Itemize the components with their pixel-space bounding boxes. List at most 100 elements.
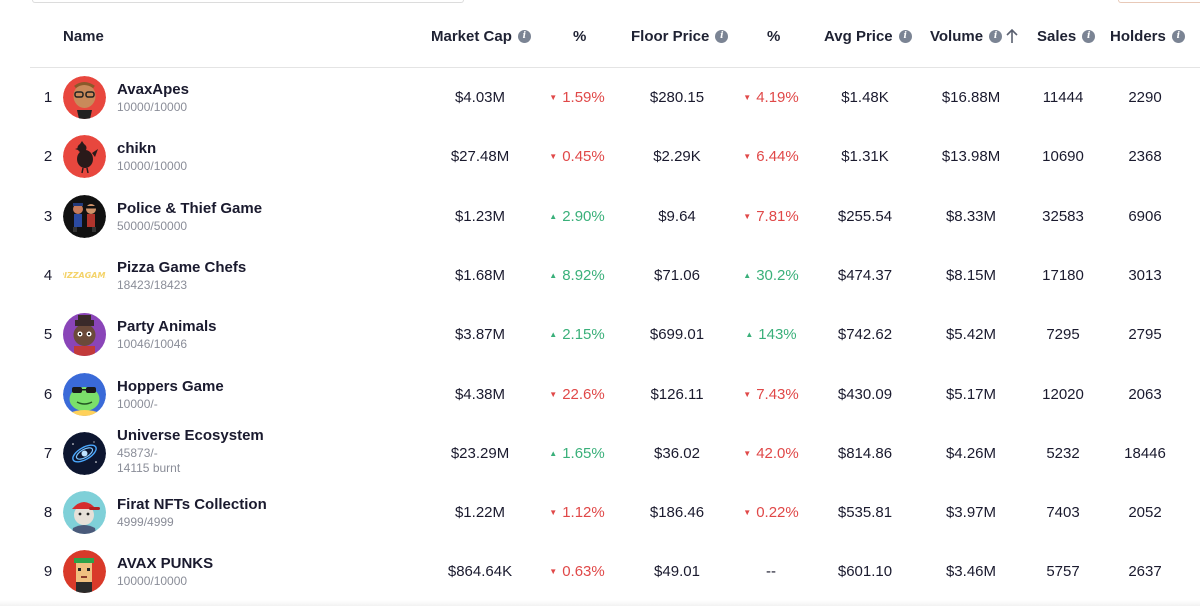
- info-icon[interactable]: i: [989, 29, 1003, 43]
- volume-value: $5.17M: [945, 386, 997, 403]
- volume-value: $16.88M: [941, 89, 1001, 106]
- column-header-market-cap[interactable]: Market Cap i: [431, 26, 531, 46]
- down-triangle-icon: ▼: [743, 508, 752, 517]
- market-cap-change-value: 2.90%: [562, 208, 605, 225]
- pizza-game-logo-icon: PIZZAGAME: [63, 254, 106, 297]
- table-row[interactable]: 6 Hoppers Game 10000/- $4.38M ▼ 22.6% $126.11 ▼…: [30, 365, 1200, 424]
- info-icon[interactable]: i: [898, 29, 912, 43]
- floor-price-change-value: 143%: [758, 326, 797, 343]
- table-row[interactable]: 7 Universe Ecosystem 45873/- 14115 burnt $23…: [30, 424, 1200, 483]
- market-cap-change-value: 1.65%: [562, 445, 605, 462]
- market-cap-value: $27.48M: [450, 148, 510, 165]
- floor-price-value: $9.64: [658, 208, 696, 225]
- info-icon[interactable]: i: [517, 29, 531, 43]
- collection-name-link[interactable]: chikn: [117, 140, 157, 157]
- collection-supply: 45873/-: [117, 446, 158, 460]
- search-box-edge[interactable]: [32, 0, 464, 3]
- avg-price-value: $814.86: [837, 445, 893, 462]
- volume-value: $8.15M: [945, 267, 997, 284]
- table-row[interactable]: 2 chikn 10000/10000 $27.48M ▼ 0.45% $2.29K ▼ 6.4…: [30, 127, 1200, 186]
- holders-value: 2637: [1128, 563, 1162, 580]
- collection-name-link[interactable]: Hoppers Game: [117, 378, 224, 395]
- sales-value: 17180: [1042, 267, 1084, 284]
- market-cap-change: ▼ 0.45%: [542, 148, 612, 165]
- table-row[interactable]: 8 Firat NFTs Collection 4999/4999 $1.22M ▼ 1.…: [30, 483, 1200, 542]
- up-triangle-icon: ▲: [549, 271, 558, 280]
- volume-value: $3.46M: [945, 563, 997, 580]
- market-cap-change-value: 22.6%: [562, 386, 605, 403]
- sales-value: 12020: [1042, 386, 1084, 403]
- floor-price-change-value: 42.0%: [756, 445, 799, 462]
- collection-name-link[interactable]: AVAX PUNKS: [117, 555, 214, 572]
- down-triangle-icon: ▼: [743, 390, 752, 399]
- floor-price-value: $71.06: [654, 267, 700, 284]
- floor-price-value: $699.01: [649, 326, 705, 343]
- collection-name-link[interactable]: Universe Ecosystem: [117, 427, 264, 444]
- collection-name-link[interactable]: Firat NFTs Collection: [117, 496, 267, 513]
- collection-name-link[interactable]: Police & Thief Game: [117, 200, 263, 217]
- animal-character-icon: [63, 313, 106, 356]
- floor-price-value: $126.11: [650, 386, 704, 403]
- floor-price-change-value: 6.44%: [756, 148, 799, 165]
- column-header-floor-change[interactable]: %: [767, 27, 781, 45]
- up-triangle-icon: ▲: [549, 212, 558, 221]
- avg-price-value: $430.09: [837, 386, 893, 403]
- avg-price-value: $535.81: [837, 504, 893, 521]
- avg-price-value: $1.31K: [841, 148, 889, 165]
- sort-arrow-up-icon[interactable]: [1004, 28, 1020, 44]
- column-header-sales[interactable]: Sales i: [1037, 26, 1096, 46]
- collection-supply: 4999/4999: [117, 515, 174, 529]
- rank-number: 1: [43, 89, 53, 106]
- info-icon[interactable]: i: [1171, 29, 1185, 43]
- collection-supply: 10000/10000: [117, 100, 188, 114]
- up-triangle-icon: ▲: [745, 330, 754, 339]
- logo-text: GAME: [84, 271, 106, 280]
- floor-price-change: ▲ 143%: [736, 326, 806, 343]
- collection-name-link[interactable]: Pizza Game Chefs: [117, 259, 247, 276]
- market-cap-value: $864.64K: [447, 563, 513, 580]
- rank-number: 3: [43, 208, 53, 225]
- avg-price-value: $1.48K: [841, 89, 889, 106]
- rank-number: 5: [43, 326, 53, 343]
- rank-number: 8: [43, 504, 53, 521]
- logo-text: PIZZA: [63, 271, 85, 280]
- market-cap-value: $1.23M: [454, 208, 506, 225]
- sales-value: 7403: [1046, 504, 1080, 521]
- table-row[interactable]: 9 AVAX PUNKS 10000/10000 $864.64K ▼ 0.63% $49.…: [30, 542, 1200, 601]
- collection-burnt: 14115 burnt: [117, 461, 181, 475]
- column-header-floor-price[interactable]: Floor Price i: [631, 26, 729, 46]
- floor-price-change-value: 0.22%: [756, 504, 799, 521]
- column-header-volume[interactable]: Volume i: [930, 26, 1020, 46]
- market-cap-change: ▼ 1.12%: [542, 504, 612, 521]
- column-header-avg-price[interactable]: Avg Price i: [824, 26, 912, 46]
- table-header: Name Market Cap i % Floor Price i % Avg …: [30, 0, 1200, 68]
- market-cap-change-value: 1.12%: [562, 504, 605, 521]
- floor-price-change-value: 7.81%: [756, 208, 799, 225]
- table-row[interactable]: 4 PIZZAGAME Pizza Game Chefs 18423/18423 $1.…: [30, 246, 1200, 305]
- table-row[interactable]: 3 Police & Thief Game 50000/50000 $1.23M ▲ 2.…: [30, 187, 1200, 246]
- column-header-holders[interactable]: Holders i: [1110, 26, 1185, 46]
- up-triangle-icon: ▲: [549, 449, 558, 458]
- market-cap-value: $4.03M: [454, 89, 506, 106]
- down-triangle-icon: ▼: [743, 449, 752, 458]
- up-triangle-icon: ▲: [743, 271, 752, 280]
- floor-price-change: ▼ 7.43%: [736, 386, 806, 403]
- holders-value: 2290: [1128, 89, 1162, 106]
- info-icon[interactable]: i: [1082, 29, 1096, 43]
- market-cap-change: ▲ 2.15%: [542, 326, 612, 343]
- table-row[interactable]: 5 Party Animals 10046/10046 $3.87M ▲ 2.15% $69…: [30, 305, 1200, 364]
- market-cap-change: ▲ 8.92%: [542, 267, 612, 284]
- collection-name-link[interactable]: AvaxApes: [117, 81, 189, 98]
- filter-button-edge[interactable]: [1118, 0, 1200, 3]
- table-row[interactable]: 1 AvaxApes 10000/10000 $4.03M ▼ 1.59% $280.15 ▼…: [30, 68, 1200, 127]
- floor-price-value: $36.02: [654, 445, 700, 462]
- volume-value: $5.42M: [945, 326, 997, 343]
- column-header-market-cap-change[interactable]: %: [573, 27, 587, 45]
- sales-value: 32583: [1042, 208, 1084, 225]
- column-header-name[interactable]: Name: [63, 27, 104, 45]
- market-cap-change: ▼ 1.59%: [542, 89, 612, 106]
- floor-price-change-value: --: [766, 563, 776, 580]
- collection-name-link[interactable]: Party Animals: [117, 318, 217, 335]
- avg-price-value: $742.62: [837, 326, 893, 343]
- info-icon[interactable]: i: [715, 29, 729, 43]
